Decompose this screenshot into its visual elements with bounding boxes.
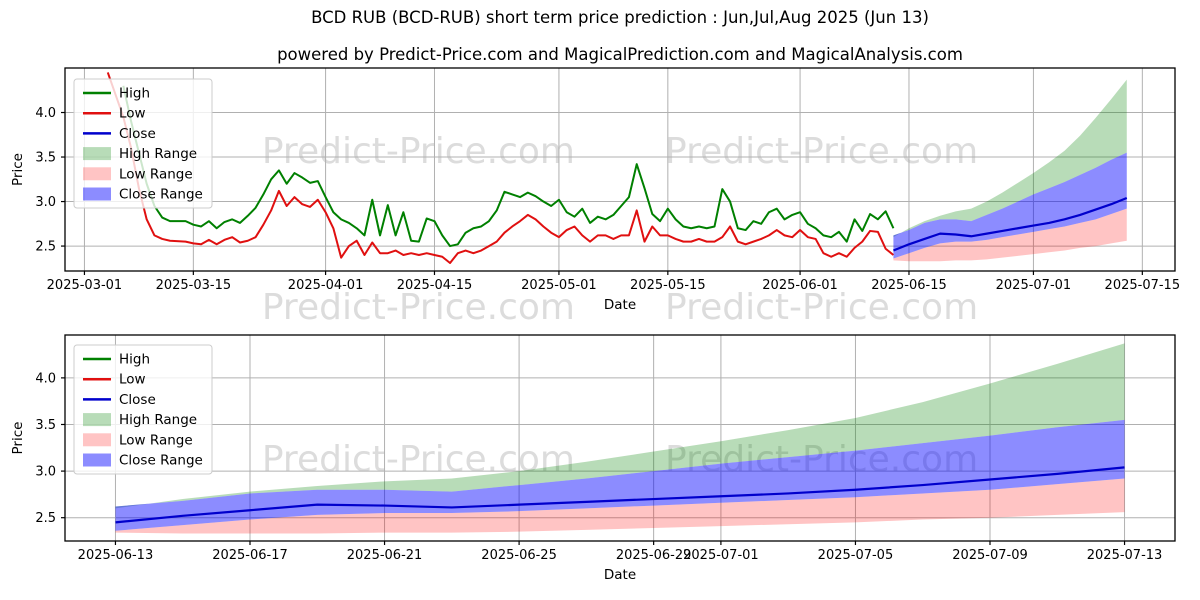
high-line [122,85,895,248]
low-range-area [115,478,1125,534]
legend-label: Close Range [119,453,203,469]
x-tick-label: 2025-07-15 [1105,278,1181,293]
x-tick-label: 2025-06-13 [78,548,154,563]
legend-swatch-close_range [83,187,111,201]
close-line [893,196,1128,252]
x-axis-label: Date [604,567,636,583]
y-axis-label: Price [10,153,26,186]
x-tick-label: 2025-06-17 [212,548,288,563]
low-range-area [893,208,1127,262]
legend-swatch-low_range [83,167,111,181]
legend-label: High Range [119,146,197,162]
page-subtitle: powered by Predict-Price.com and Magical… [277,45,963,64]
y-tick-label: 4.0 [35,371,56,386]
x-tick-label: 2025-04-01 [288,278,364,293]
low-line [106,72,895,264]
y-tick-label: 2.5 [35,240,56,255]
y-tick-label: 3.5 [35,418,56,433]
legend-label: Low [119,106,146,122]
legend-label: Close [119,392,156,408]
y-tick-label: 4.0 [35,106,56,121]
x-tick-label: 2025-07-01 [683,548,759,563]
x-tick-label: 2025-03-15 [156,278,232,293]
legend-label: Low [119,372,146,388]
y-tick-label: 3.0 [35,195,56,210]
legend-swatch-high_range [83,147,111,161]
legend-swatch-low_range [83,433,111,447]
page-title: BCD RUB (BCD-RUB) short term price predi… [311,8,929,27]
x-tick-label: 2025-03-01 [47,278,123,293]
x-tick-label: 2025-06-25 [481,548,557,563]
y-tick-label: 2.5 [35,511,56,526]
legend-label: Close Range [119,187,203,203]
legend-swatch-high_range [83,413,111,427]
legend-label: High Range [119,412,197,428]
close-range-area [115,419,1125,531]
legend-swatch-close_range [83,453,111,467]
close-line [115,466,1125,524]
close-range-area [893,152,1127,259]
x-tick-label: 2025-06-29 [616,548,692,563]
legend-label: High [119,86,150,102]
x-tick-label: 2025-06-21 [347,548,423,563]
x-tick-label: 2025-05-15 [630,278,706,293]
x-tick-label: 2025-07-05 [818,548,894,563]
y-tick-label: 3.0 [35,465,56,480]
y-tick-label: 3.5 [35,151,56,166]
legend-label: Close [119,126,156,142]
legend [73,344,213,475]
high-range-area [115,343,1125,509]
x-tick-label: 2025-07-01 [996,278,1072,293]
x-tick-label: 2025-04-15 [397,278,473,293]
plot-frame [64,67,1176,272]
legend-label: Low Range [119,166,193,182]
x-tick-label: 2025-07-13 [1087,548,1163,563]
x-tick-label: 2025-06-15 [871,278,947,293]
legend-label: High [119,352,150,368]
high-range-area [893,79,1127,238]
plot-frame [64,334,1176,542]
legend-label: Low Range [119,432,193,448]
x-tick-label: 2025-05-01 [521,278,597,293]
x-tick-label: 2025-06-01 [762,278,838,293]
x-tick-label: 2025-07-09 [952,548,1028,563]
legend [73,78,213,209]
y-axis-label: Price [10,422,26,455]
x-axis-label: Date [604,297,636,313]
